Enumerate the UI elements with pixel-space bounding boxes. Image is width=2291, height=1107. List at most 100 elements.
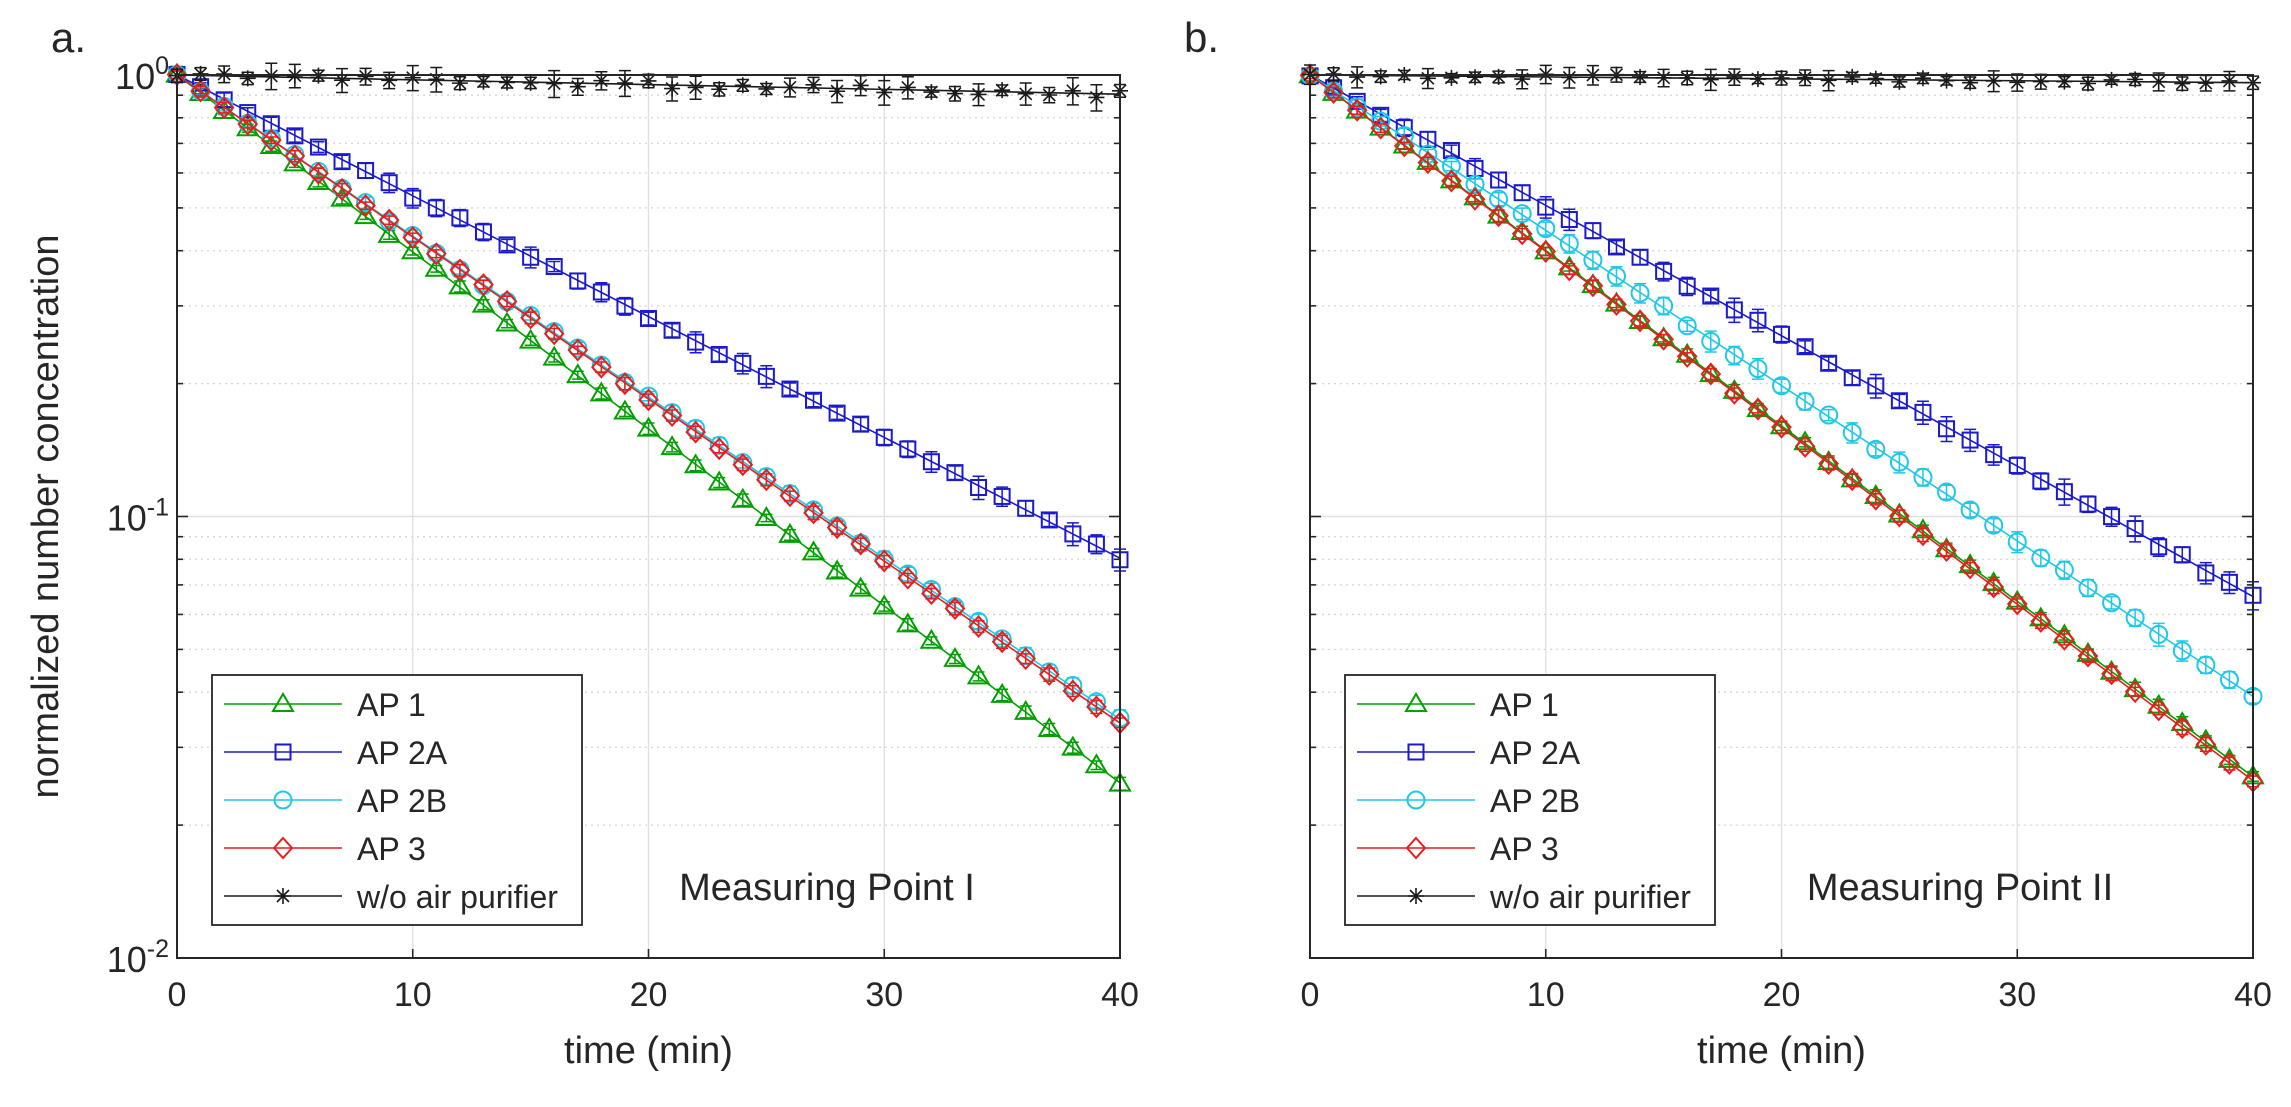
data-point	[1419, 70, 1436, 87]
data-point	[1818, 452, 1839, 476]
data-point	[475, 73, 492, 90]
error-bar	[595, 387, 608, 400]
data-point	[1962, 74, 1979, 91]
data-point	[404, 189, 422, 207]
data-point	[1983, 575, 2005, 599]
data-point	[425, 242, 447, 266]
error-bar	[2176, 640, 2189, 662]
data-point	[1088, 89, 1105, 106]
data-point	[970, 86, 987, 103]
data-point	[993, 487, 1011, 505]
data-point	[779, 484, 801, 508]
data-point	[427, 199, 445, 217]
data-point	[664, 80, 681, 97]
data-point	[754, 505, 779, 526]
data-point	[1064, 525, 1082, 543]
error-bar	[996, 688, 1009, 702]
data-point	[2172, 641, 2192, 661]
data-point	[428, 71, 445, 88]
data-point	[826, 516, 848, 540]
data-point	[1630, 283, 1650, 303]
data-point	[1514, 71, 1531, 88]
data-point	[2079, 495, 2097, 513]
legend-entry: AP 2B	[224, 783, 447, 819]
data-point	[946, 85, 963, 102]
x-tick-label: 40	[2234, 976, 2272, 1014]
series-ap-3	[1299, 63, 2264, 793]
data-point	[2197, 564, 2215, 582]
y-axis-label: normalized number concentration	[25, 235, 67, 799]
legend-label: AP 3	[1490, 831, 1559, 867]
data-point	[923, 84, 940, 101]
data-point	[899, 440, 917, 458]
error-bar	[736, 493, 749, 507]
data-point	[353, 204, 378, 225]
data-point	[520, 306, 541, 330]
data-point	[2030, 609, 2052, 633]
data-point	[2101, 662, 2122, 686]
error-bar	[359, 201, 372, 210]
data-point	[1393, 134, 1415, 158]
y-axis: 10-2 10-1 100 normalized number concentrati…	[25, 52, 1120, 980]
data-point	[569, 272, 587, 290]
data-point	[1985, 72, 2002, 89]
data-point	[2079, 75, 2096, 92]
data-point	[1465, 174, 1485, 194]
data-point	[1724, 345, 1744, 365]
data-point	[1819, 405, 1839, 425]
error-bar	[831, 565, 844, 578]
legend-entry: AP 2A	[224, 735, 448, 771]
data-point	[213, 96, 235, 120]
data-point	[381, 72, 398, 89]
data-point	[805, 391, 823, 409]
data-point	[896, 612, 920, 633]
data-point	[1796, 338, 1814, 356]
data-point	[567, 338, 589, 362]
error-bar	[1751, 404, 1764, 414]
data-point	[1489, 189, 1509, 209]
data-point	[377, 222, 401, 243]
data-point	[591, 355, 612, 379]
legend-entry: w/o air purifier	[224, 879, 558, 915]
data-point	[731, 487, 755, 508]
data-point	[1844, 68, 1861, 85]
panel-label: a.	[51, 14, 86, 61]
error-bar	[1704, 330, 1717, 353]
data-point	[1891, 73, 1908, 90]
legend-marker	[1406, 790, 1426, 810]
data-point	[2006, 592, 2028, 616]
legend-entry: AP 3	[1357, 831, 1559, 867]
data-point	[2077, 644, 2099, 668]
data-point	[1511, 222, 1533, 246]
data-point	[707, 470, 731, 491]
data-point	[2124, 680, 2146, 704]
data-point	[1960, 500, 1980, 520]
x-tick-label: 20	[1763, 976, 1801, 1014]
data-point	[991, 630, 1013, 654]
legend-label: w/o air purifier	[356, 879, 558, 915]
data-point	[1889, 504, 1910, 528]
error-bar	[312, 141, 325, 154]
data-point	[805, 76, 822, 93]
data-point	[922, 453, 940, 471]
data-point	[2220, 573, 2238, 591]
data-point	[237, 112, 259, 136]
error-bar	[783, 382, 796, 397]
data-point	[1037, 717, 1062, 737]
data-point	[1061, 735, 1085, 756]
chart-panel-2: 0 10 20 30 40 time (min) b. AP 1 AP 2A AP 2B AP 3 w…	[1184, 14, 2272, 1072]
error-bar	[1822, 408, 1835, 422]
data-point	[1582, 274, 1604, 298]
data-point	[1535, 239, 1557, 263]
data-point	[1323, 81, 1344, 105]
data-point	[401, 239, 425, 260]
panel-annotation: Measuring Point I	[679, 867, 975, 909]
data-point	[192, 65, 209, 82]
x-tick-label: 10	[1527, 976, 1565, 1014]
error-bar	[1516, 207, 1529, 221]
error-bar	[1657, 261, 1670, 282]
error-bar	[1846, 422, 1859, 444]
data-point	[1865, 487, 1887, 511]
data-point	[1534, 239, 1558, 260]
